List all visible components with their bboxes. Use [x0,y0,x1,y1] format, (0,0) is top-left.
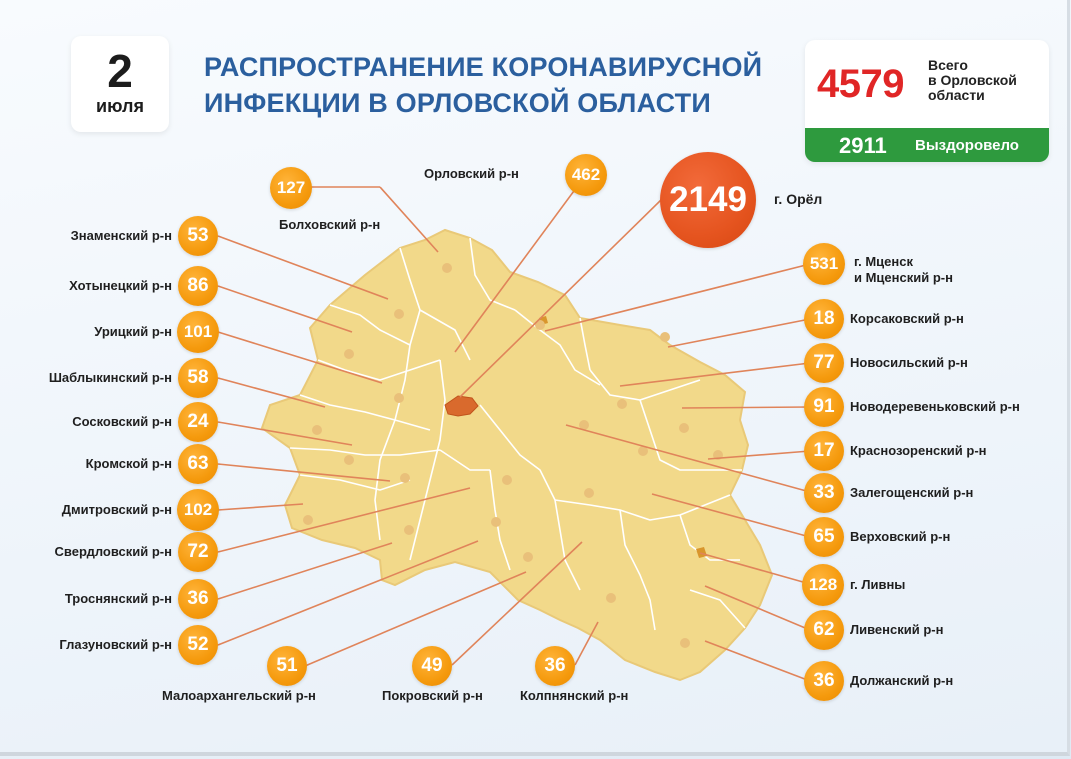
recovered-bar: 2911 Выздоровело [805,128,1049,162]
badge-korsakovsky: 18 [804,299,844,339]
date-card: 2 июля [71,36,169,132]
label-trosnyansky: Троснянский р-н [64,591,172,606]
total-cases-label: Всего в Орловской области [928,58,1043,103]
label-dmitrovsky: Дмитровский р-н [61,502,172,517]
badge-livensky: 62 [804,610,844,650]
label-kolpnyansky: Колпнянский р-н [520,688,629,703]
total-label-line-2: в Орловской [928,72,1017,88]
recovered-label: Выздоровело [915,137,1019,154]
badge-dolzhansky: 36 [804,661,844,701]
badge-mtsensk: 531 [803,243,845,285]
label-novosilsky: Новосильский р-н [850,355,968,370]
total-card: 4579 Всего в Орловской области 2911 Вызд… [805,40,1049,162]
total-cases-value: 4579 [817,62,904,106]
label-maloarkhangelsky: Малоархангельский р-н [162,688,316,703]
badge-glazunovsky: 52 [178,625,218,665]
label-mtsensk: г. Мценск и Мценский р-н [854,254,953,286]
recovered-value: 2911 [839,133,887,158]
label-livensky: Ливенский р-н [850,622,944,637]
label-krasnozorensky: Краснозоренский р-н [850,443,987,458]
badge-shablykinsky: 58 [178,358,218,398]
label-mtsensk-line-2: и Мценский р-н [854,270,953,285]
label-kromskoy: Кромской р-н [85,456,172,471]
label-dolzhansky: Должанский р-н [850,673,954,688]
label-shablykinsky: Шаблыкинский р-н [48,370,172,385]
badge-livny: 128 [802,564,844,606]
label-pokrovsky: Покровский р-н [382,688,483,703]
label-khotynetsky: Хотынецкий р-н [69,278,172,293]
total-label-line-3: области [928,87,985,103]
badge-oryol-city: 2149 [660,152,756,248]
badge-zaleghoshchensky: 33 [804,473,844,513]
badge-znamensky: 53 [178,216,218,256]
date-day: 2 [107,45,133,97]
badge-novosilsky: 77 [804,343,844,383]
badge-sverdlovsky: 72 [178,532,218,572]
label-uritsky: Урицкий р-н [94,324,172,339]
badge-verkhovsky: 65 [804,517,844,557]
region-outline [260,228,774,682]
label-novoderevenkovsky: Новодеревеньковский р-н [850,399,1020,414]
label-bolkhovsky: Болховский р-н [279,217,381,232]
label-livny: г. Ливны [850,577,906,592]
badge-pokrovsky: 49 [412,646,452,686]
livny-city-area [696,547,707,558]
label-sverdlovsky: Свердловский р-н [54,544,172,559]
badge-maloarkhangelsky: 51 [267,646,307,686]
badge-khotynetsky: 86 [178,266,218,306]
label-korsakovsky: Корсаковский р-н [850,311,964,326]
badge-bolkhovsky: 127 [270,167,312,209]
badge-kolpnyansky: 36 [535,646,575,686]
title-line-2: ИНФЕКЦИИ В ОРЛОВСКОЙ ОБЛАСТИ [204,88,711,118]
district-markers [303,263,723,648]
label-verkhovsky: Верховский р-н [850,529,951,544]
date-month: июля [96,96,144,116]
title-line-1: РАСПРОСТРАНЕНИЕ КОРОНАВИРУСНОЙ [204,52,763,82]
badge-sosnovsky: 24 [178,402,218,442]
label-znamensky: Знаменский р-н [70,228,172,243]
total-label-line-1: Всего [928,57,968,73]
badge-dmitrovsky: 102 [177,489,219,531]
badge-kromskoy: 63 [178,444,218,484]
label-sosnovsky: Сосковский р-н [72,414,172,429]
page-title: РАСПРОСТРАНЕНИЕ КОРОНАВИРУСНОЙ ИНФЕКЦИИ … [204,49,794,121]
label-zaleghoshchensky: Залегощенский р-н [850,485,974,500]
label-oryol-city: г. Орёл [774,191,823,207]
label-orlovsky: Орловский р-н [424,166,519,181]
leader-lines [217,175,811,682]
badge-krasnozorensky: 17 [804,431,844,471]
badge-uritsky: 101 [177,311,219,353]
badge-orlovsky: 462 [565,154,607,196]
badge-trosnyansky: 36 [178,579,218,619]
badge-novoderevenkovsky: 91 [804,387,844,427]
label-mtsensk-line-1: г. Мценск [854,254,913,269]
label-glazunovsky: Глазуновский р-н [59,637,172,652]
